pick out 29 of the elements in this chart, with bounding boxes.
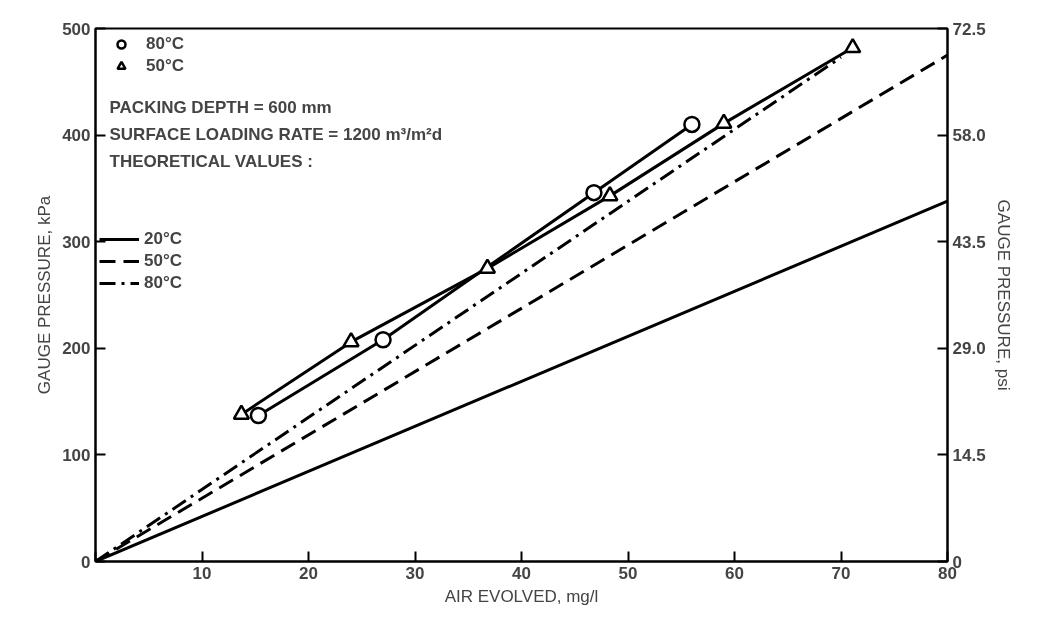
- y2-tick-label: 29.0: [952, 339, 986, 359]
- annotation: SURFACE LOADING RATE = 1200 m³/m²d: [109, 124, 443, 144]
- legend-label: 80°C: [146, 34, 184, 54]
- legend-label: 50°C: [146, 56, 184, 76]
- x-tick-label: 70: [831, 563, 851, 583]
- y-axis-title: GAUGE PRESSURE, kPa: [35, 195, 55, 395]
- y2-tick-label: 58.0: [952, 126, 986, 146]
- x-tick-label: 60: [725, 563, 744, 583]
- legend-label: 50°C: [144, 251, 182, 271]
- y2-tick-label: 43.5: [952, 232, 986, 252]
- x-axis-title: AIR EVOLVED, mg/l: [444, 586, 599, 606]
- x-tick-label: 10: [192, 563, 212, 583]
- y-tick-label: 300: [62, 232, 91, 252]
- y-tick-label: 500: [62, 19, 91, 39]
- y-tick-label: 400: [62, 126, 91, 146]
- x-tick-label: 30: [405, 563, 425, 583]
- annotation: THEORETICAL VALUES :: [109, 151, 313, 171]
- x-tick-label: 50: [618, 563, 638, 583]
- y-tick-label: 0: [81, 552, 91, 572]
- y-tick-label: 100: [62, 445, 91, 465]
- y2-axis-title: GAUGE PRESSURE, psi: [993, 199, 1013, 391]
- x-tick-label: 20: [299, 563, 318, 583]
- y2-tick-label: 14.5: [952, 445, 986, 465]
- x-tick-label: 40: [512, 563, 531, 583]
- legend-label: 80°C: [144, 273, 182, 293]
- y-tick-label: 200: [62, 339, 91, 359]
- annotation: PACKING DEPTH = 600 mm: [109, 97, 332, 117]
- y2-tick-label: 72.5: [952, 19, 986, 39]
- legend-label: 20°C: [144, 229, 182, 249]
